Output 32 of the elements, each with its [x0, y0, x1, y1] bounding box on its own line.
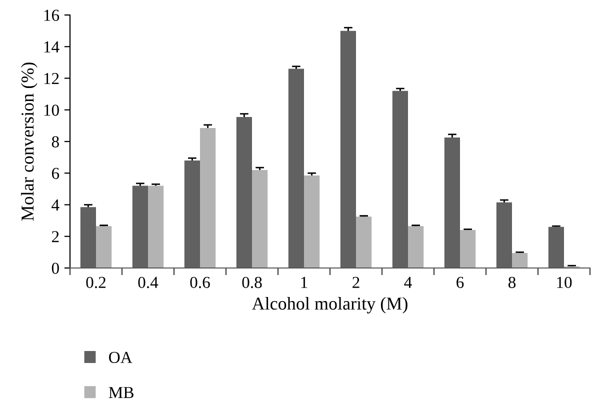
x-tick-label: 0.8: [242, 276, 262, 288]
legend-label: OA: [109, 352, 132, 364]
legend-label: MB: [108, 387, 134, 398]
x-tick-label: 10: [557, 276, 572, 288]
bar: [408, 226, 424, 268]
bar: [356, 216, 372, 268]
y-tick-label: 10: [44, 104, 59, 116]
x-tick-label: 8: [508, 276, 516, 288]
bar: [148, 186, 164, 268]
x-tick-label: 0.4: [138, 276, 158, 288]
y-tick-label: 12: [44, 72, 59, 84]
y-tick-label: 0: [52, 262, 59, 274]
bar: [460, 230, 476, 268]
bar: [96, 226, 112, 268]
x-tick-label: 2: [352, 276, 360, 288]
y-tick-label: 16: [44, 10, 60, 21]
y-tick-label: 8: [52, 136, 59, 148]
y-tick-label: 4: [52, 200, 60, 211]
bar: [512, 252, 528, 268]
bar: [200, 128, 216, 268]
y-tick-label: 6: [52, 168, 60, 180]
y-tick-label: 2: [52, 231, 59, 242]
x-tick-label: 4: [404, 276, 412, 288]
bar: [304, 175, 320, 268]
x-tick-label: 1: [301, 276, 308, 288]
bar: [252, 170, 268, 268]
x-tick-label: 0.2: [86, 276, 106, 288]
x-axis-title: Alcohol molarity (M): [252, 297, 408, 314]
x-tick-label: 0.6: [190, 276, 210, 288]
y-axis-title: Molar conversion (%): [20, 62, 38, 221]
y-tick-label: 14: [44, 41, 60, 52]
x-tick-label: 6: [456, 276, 464, 288]
